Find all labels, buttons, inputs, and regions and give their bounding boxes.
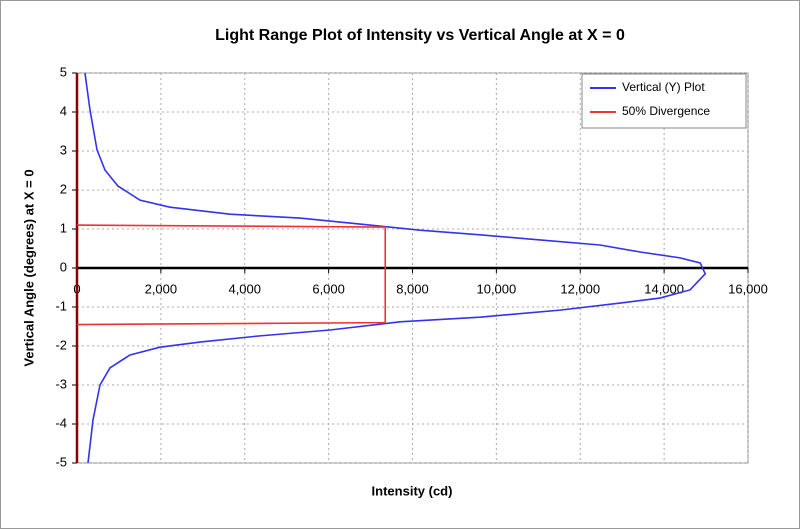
- x-axis-title: Intensity (cd): [372, 483, 453, 498]
- x-tick-label: 10,000: [476, 281, 516, 296]
- chart-title: Light Range Plot of Intensity vs Vertica…: [215, 27, 625, 44]
- legend-label: 50% Divergence: [622, 104, 710, 118]
- x-tick-label: 16,000: [728, 281, 768, 296]
- x-tick-label: 8,000: [396, 281, 429, 296]
- y-tick-label: 2: [60, 181, 67, 196]
- y-tick-label: 3: [60, 142, 67, 157]
- y-tick-label: 1: [60, 220, 67, 235]
- y-tick-label: -2: [55, 337, 67, 352]
- x-tick-label: 14,000: [644, 281, 684, 296]
- x-tick-label: 12,000: [560, 281, 600, 296]
- x-tick-label: 2,000: [145, 281, 178, 296]
- legend-label: Vertical (Y) Plot: [622, 80, 705, 94]
- y-tick-label: 0: [60, 259, 67, 274]
- y-tick-label: -4: [55, 415, 67, 430]
- series-line: [84, 72, 707, 464]
- y-tick-label: -5: [55, 454, 67, 469]
- y-tick-label: 5: [60, 64, 67, 79]
- x-tick-label: 4,000: [228, 281, 261, 296]
- x-tick-label: 6,000: [312, 281, 345, 296]
- y-axis-title: Vertical Angle (degrees) at X = 0: [21, 169, 36, 366]
- y-tick-label: -1: [55, 298, 67, 313]
- series-line: [76, 224, 387, 326]
- y-tick-label: -3: [55, 376, 67, 391]
- y-tick-label: 4: [60, 103, 67, 118]
- legend-box: [581, 73, 747, 129]
